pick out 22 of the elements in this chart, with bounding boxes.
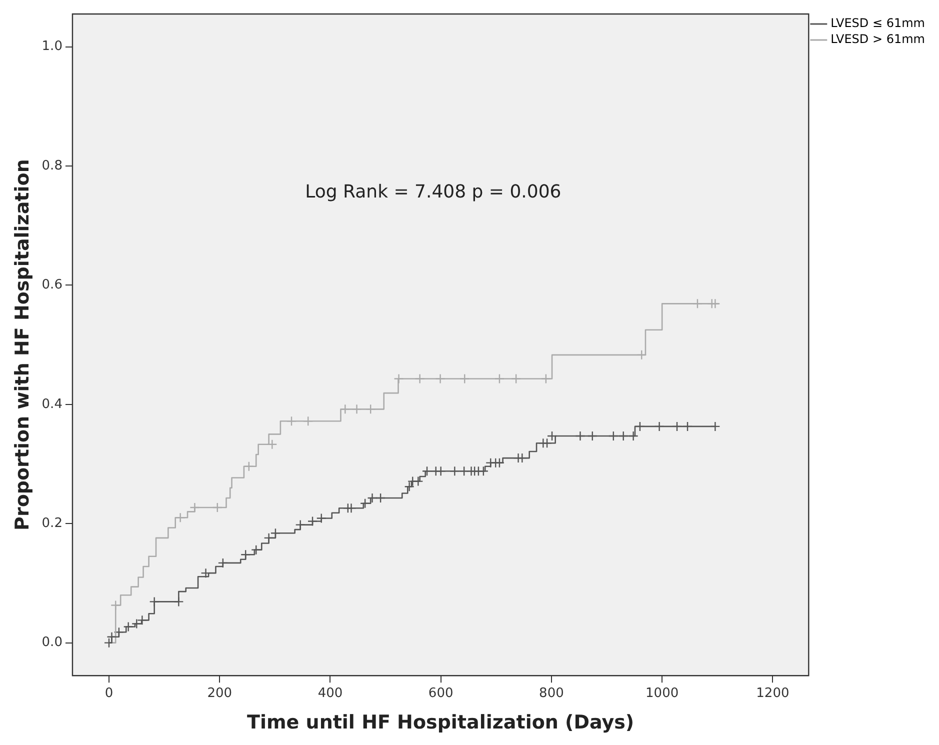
x-tick-label: 400 [318,686,343,701]
x-tick-label: 800 [539,686,564,701]
point [404,482,414,492]
x-tick-label: 600 [428,686,454,701]
x-tick-label: 0 [104,686,114,701]
y-axis-title: Proportion with HF Hospitalization [11,159,34,530]
y-tick-label: 0.8 [42,158,62,174]
annotation: Log Rank = 7.408 p = 0.006 [305,181,562,202]
legend-label: LVESD > 61mm [830,32,926,46]
legend-label: LVESD ≤ 61mm [830,16,926,30]
y-tick-label: 0.4 [42,396,62,412]
point [267,439,278,450]
y-tick-label: 0.2 [42,516,62,531]
x-tick-label: 200 [207,686,232,701]
x-tick-label: 1000 [646,686,679,701]
point [200,568,211,578]
x-axis-title: Time until HF Hospitalization (Days) [247,712,634,734]
y-tick-label: 1.0 [42,39,62,54]
x-tick-label: 1200 [756,686,790,701]
y-tick-label: 0.0 [42,635,62,650]
point [546,430,558,442]
y-tick-label: 0.6 [42,278,62,293]
